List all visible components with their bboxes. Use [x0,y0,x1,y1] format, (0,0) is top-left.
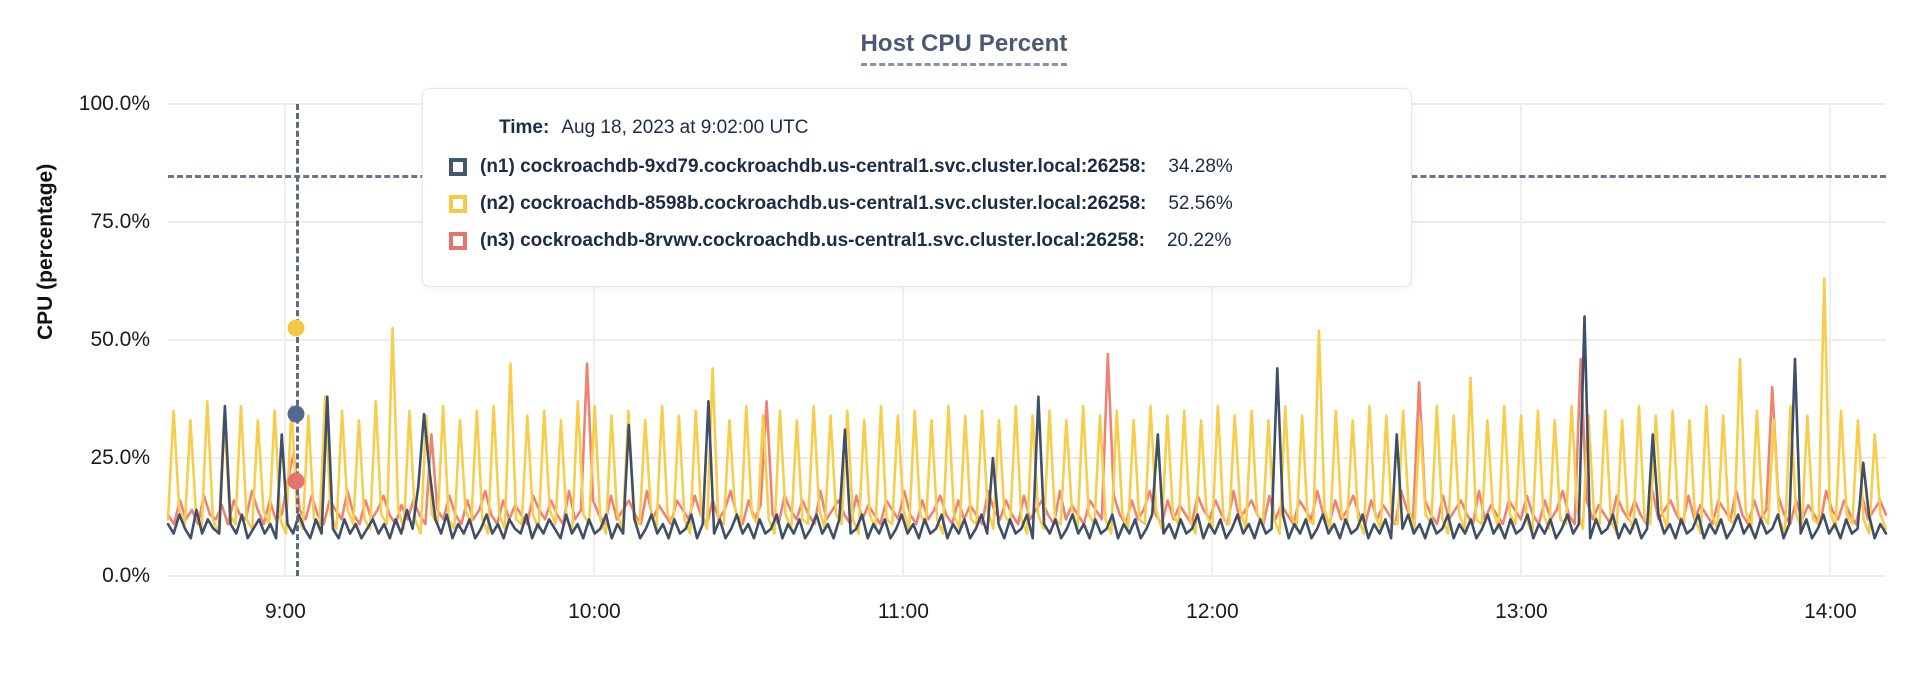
legend-swatch-icon [449,158,467,176]
highlight-dot-n3 [287,472,305,490]
y-tick-label: 75.0% [90,210,150,233]
highlight-dot-n1 [287,405,305,423]
gridline [168,457,1886,459]
legend-swatch-icon [449,195,467,213]
gridline [168,575,1886,577]
chart-title-text: Host CPU Percent [860,30,1068,66]
x-tick-label: 12:00 [1186,600,1239,623]
x-tick-label: 10:00 [568,600,621,623]
y-tick-label: 50.0% [90,328,150,351]
tooltip-series-name: (n2) cockroachdb-8598b.cockroachdb.us-ce… [480,193,1147,214]
x-tick-label: 11:00 [877,600,929,623]
series-lines [166,277,1888,540]
y-tick-label: 25.0% [90,446,150,469]
x-tick-label: 13:00 [1495,600,1548,623]
crosshair-line [295,104,299,576]
tooltip-series-name: (n3) cockroachdb-8rvwv.cockroachdb.us-ce… [480,230,1145,251]
y-axis-title: CPU (percentage) [34,163,57,340]
x-tick-label: 14:00 [1804,600,1857,623]
x-tick-label: 9:00 [264,600,306,623]
plot-area[interactable] [166,103,1888,577]
y-tick-label: 100.0% [78,92,150,115]
y-tick-label: 0.0% [102,564,150,587]
x-gridline [902,104,905,576]
x-gridline [593,104,596,576]
x-gridline [1520,104,1523,576]
tooltip-panel: Time: Aug 18, 2023 at 9:02:00 UTC (n1) c… [422,88,1412,287]
tooltip-series-value: 20.22% [1166,230,1232,251]
page-title: Host CPU Percent [0,30,1928,66]
tooltip-series-name: (n1) cockroachdb-9xd79.cockroachdb.us-ce… [480,156,1147,177]
series-line-n2 [166,277,1888,535]
tooltip-series-value: 34.28% [1168,156,1233,177]
tooltip-time-label: Time: [499,117,550,138]
tooltip-series-rows: (n1) cockroachdb-9xd79.cockroachdb.us-ce… [449,153,1385,255]
x-gridline [1829,104,1832,576]
highlight-dot-n2 [287,319,305,337]
tooltip-series-value: 52.56% [1168,193,1233,214]
x-gridline [1211,104,1214,576]
tooltip-time-row: Time: Aug 18, 2023 at 9:02:00 UTC [499,117,1385,139]
legend-swatch-icon [449,232,467,250]
tooltip-row: (n2) cockroachdb-8598b.cockroachdb.us-ce… [449,190,1385,218]
tooltip-time-value: Aug 18, 2023 at 9:02:00 UTC [561,117,809,138]
gridline [168,339,1886,341]
tooltip-row: (n1) cockroachdb-9xd79.cockroachdb.us-ce… [449,153,1385,181]
x-gridline [284,104,287,576]
series-line-n1 [166,315,1888,540]
tooltip-row: (n3) cockroachdb-8rvwv.cockroachdb.us-ce… [449,227,1385,255]
